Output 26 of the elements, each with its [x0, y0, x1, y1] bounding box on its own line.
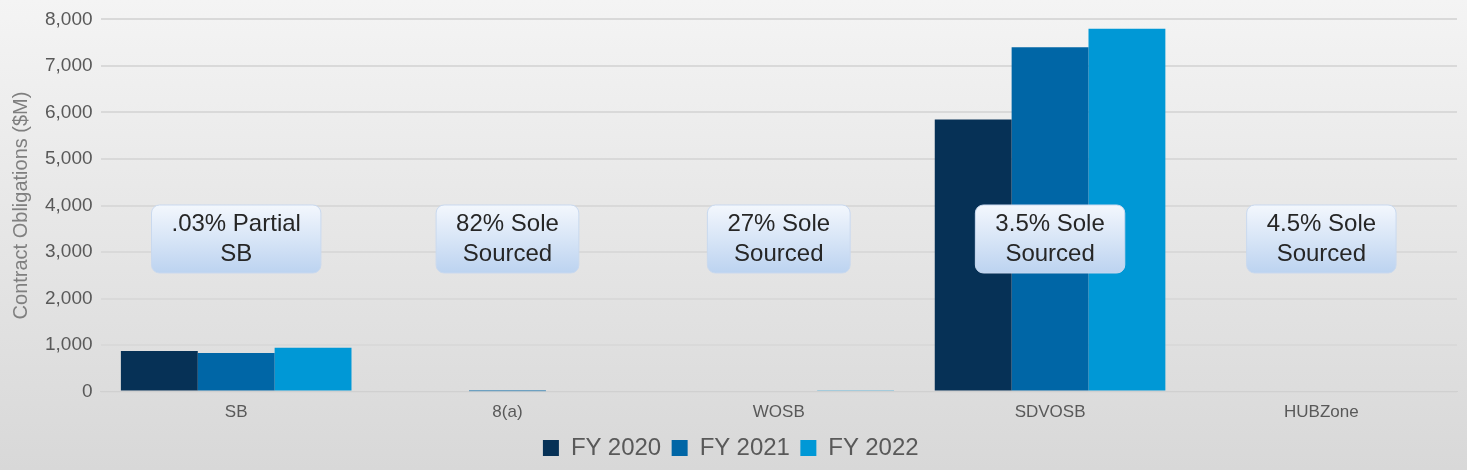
y-tick-label: 3,000 — [45, 240, 93, 262]
y-tick-label: 0 — [81, 379, 93, 401]
annotation: 4.5% Sole Sourced — [1266, 208, 1377, 266]
y-tick-label: 2,000 — [45, 286, 93, 308]
x-tick-label: 8(a) — [492, 402, 523, 422]
x-tick-label: HUBZone — [1284, 402, 1359, 422]
legend-label: FY 2021 — [699, 432, 790, 460]
bar — [120, 351, 198, 391]
bar — [274, 347, 352, 391]
y-tick-label: 7,000 — [45, 54, 93, 76]
y-tick-label: 5,000 — [45, 147, 93, 169]
annotation: 82% Sole Sourced — [456, 208, 559, 266]
x-tick-label: SB — [224, 402, 248, 422]
x-tick-label: SDVOSB — [1014, 402, 1086, 422]
y-tick-label: 4,000 — [45, 193, 93, 215]
annotation: 27% Sole Sourced — [727, 208, 831, 266]
legend-label: FY 2022 — [828, 432, 919, 460]
legend-label: FY 2020 — [570, 432, 662, 460]
x-tick-label: WOSB — [752, 402, 805, 422]
y-tick-label: 1,000 — [45, 333, 93, 355]
y-axis-title: Contract Obligations ($M) — [8, 91, 31, 320]
y-tick-label: 8,000 — [45, 7, 93, 29]
annotation: 3.5% Sole Sourced — [995, 208, 1105, 266]
annotation: .03% Partial SB — [171, 208, 301, 266]
bar — [197, 352, 275, 391]
y-tick-label: 6,000 — [45, 100, 93, 122]
